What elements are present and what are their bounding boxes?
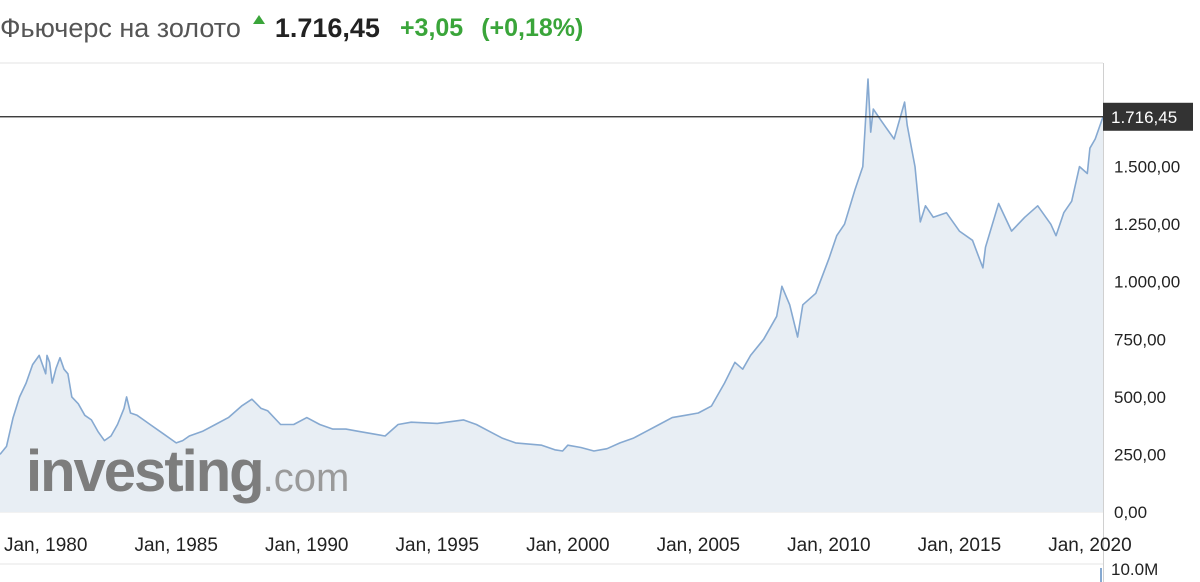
current-price-label-bg: [1103, 102, 1193, 131]
x-tick-label: Jan, 2000: [526, 535, 609, 556]
logo-main-text: investing: [26, 439, 265, 504]
volume-axis-label: 10.0M: [1111, 560, 1158, 579]
x-tick-label: Jan, 2005: [657, 535, 740, 556]
volume-bar: [1100, 568, 1102, 582]
x-tick-label: Jan, 1980: [4, 535, 87, 556]
logo-suffix-text: .com: [262, 456, 350, 500]
x-tick-label: Jan, 2010: [787, 535, 870, 556]
x-tick-label: Jan, 1995: [396, 535, 479, 556]
price-area-fill: [0, 79, 1103, 512]
y-tick-label: 1.250,00: [1114, 215, 1180, 234]
y-tick-label: 750,00: [1114, 330, 1166, 349]
x-tick-label: Jan, 1985: [134, 535, 217, 556]
last-price: 1.716,45: [274, 12, 380, 43]
x-tick-label: Jan, 2015: [918, 535, 1001, 556]
price-line: [0, 78, 1104, 455]
instrument-header: Фьючерс на золото 1.716,45 +3,05 (+0,18%…: [0, 8, 601, 48]
x-tick-label: Jan, 2020: [1048, 535, 1131, 556]
x-tick-label: Jan, 1990: [265, 535, 348, 556]
price-change-percent: (+0,18%): [481, 13, 584, 42]
y-tick-label: 250,00: [1114, 445, 1166, 464]
instrument-title: Фьючерс на золото: [0, 12, 241, 43]
y-tick-label: 0,00: [1114, 503, 1147, 522]
current-price-label: 1.716,45: [1111, 108, 1177, 127]
price-change: +3,05: [399, 13, 464, 42]
arrow-up-icon: [252, 14, 265, 24]
y-tick-label: 1.000,00: [1114, 273, 1180, 292]
y-tick-label: 1.500,00: [1114, 158, 1180, 177]
y-tick-label: 500,00: [1114, 388, 1166, 407]
investing-logo: investing.com: [26, 438, 349, 505]
